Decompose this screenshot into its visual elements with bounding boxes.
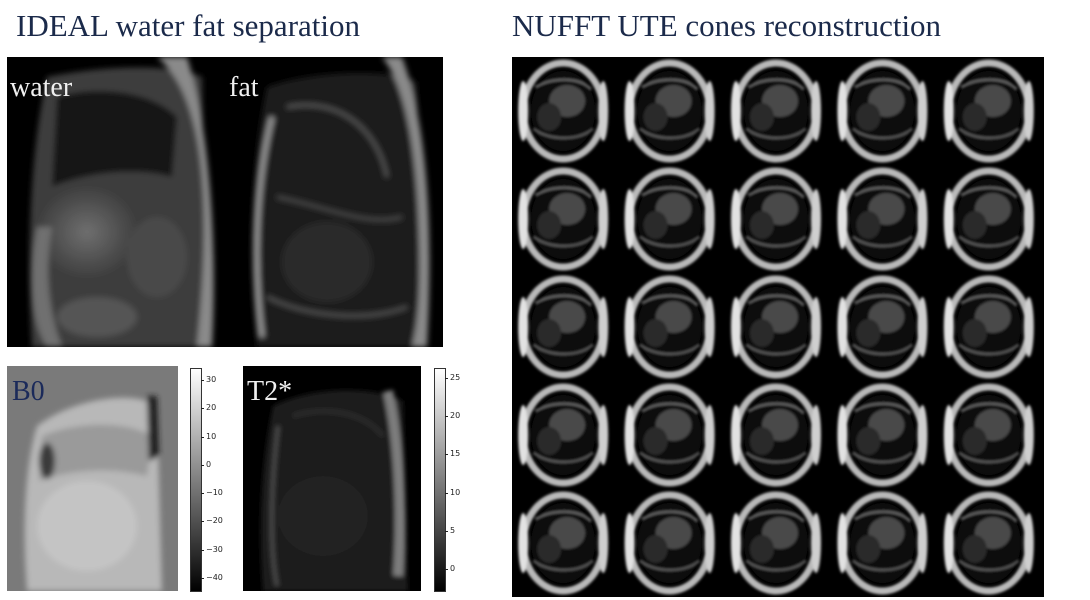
title-ideal: IDEAL water fat separation bbox=[16, 8, 360, 43]
cones-slice bbox=[518, 495, 608, 591]
t2star-colorbar-tick: 20 bbox=[444, 411, 461, 421]
cones-slice bbox=[518, 171, 608, 267]
b0-colorbar bbox=[190, 368, 202, 592]
cones-slice bbox=[944, 495, 1034, 591]
cones-slice bbox=[731, 387, 821, 483]
cones-slice bbox=[625, 387, 715, 483]
cones-slice bbox=[518, 279, 608, 375]
b0-colorbar-tick: 10 bbox=[200, 431, 217, 441]
cones-slice bbox=[625, 171, 715, 267]
cones-slice bbox=[944, 63, 1034, 159]
t2star-colorbar-tick: 10 bbox=[444, 487, 461, 497]
t2star-colorbar-tick: 25 bbox=[444, 373, 461, 382]
cones-reconstruction-grid bbox=[512, 57, 1044, 597]
label-water: water bbox=[10, 72, 73, 103]
t2star-colorbar-tick: 5 bbox=[444, 525, 456, 535]
cones-slice bbox=[837, 63, 927, 159]
cones-slice bbox=[625, 279, 715, 375]
t2star-map-image bbox=[243, 366, 421, 591]
t2star-colorbar bbox=[434, 368, 446, 592]
water-fat-image bbox=[7, 57, 443, 347]
cones-slice bbox=[944, 387, 1034, 483]
cones-slice bbox=[837, 495, 927, 591]
cones-slice bbox=[731, 171, 821, 267]
b0-colorbar-tick: 0 bbox=[200, 459, 212, 469]
b0-colorbar-tick: −10 bbox=[201, 488, 223, 498]
cones-slice bbox=[944, 171, 1034, 267]
b0-map-image bbox=[7, 366, 178, 591]
b0-colorbar-tick: −40 bbox=[201, 572, 223, 582]
t2star-colorbar-tick: 0 bbox=[444, 563, 456, 573]
cones-slice bbox=[518, 387, 608, 483]
cones-slice bbox=[944, 279, 1034, 375]
b0-colorbar-tick: 20 bbox=[200, 403, 217, 413]
cones-slice bbox=[518, 63, 608, 159]
title-nufft: NUFFT UTE cones reconstruction bbox=[512, 8, 942, 43]
cones-slice bbox=[731, 279, 821, 375]
b0-colorbar-tick: −20 bbox=[201, 516, 223, 526]
cones-slice bbox=[731, 495, 821, 591]
label-b0: B0 bbox=[12, 376, 45, 407]
cones-slice bbox=[837, 279, 927, 375]
t2star-colorbar-tick: 15 bbox=[444, 449, 461, 459]
cones-slice bbox=[837, 387, 927, 483]
label-t2star: T2* bbox=[247, 376, 293, 407]
b0-colorbar-tick: −30 bbox=[201, 544, 223, 554]
cones-slice bbox=[731, 63, 821, 159]
cones-slice bbox=[625, 495, 715, 591]
label-fat: fat bbox=[229, 72, 259, 103]
cones-slice bbox=[837, 171, 927, 267]
b0-colorbar-tick: 30 bbox=[200, 375, 217, 384]
cones-slice bbox=[625, 63, 715, 159]
